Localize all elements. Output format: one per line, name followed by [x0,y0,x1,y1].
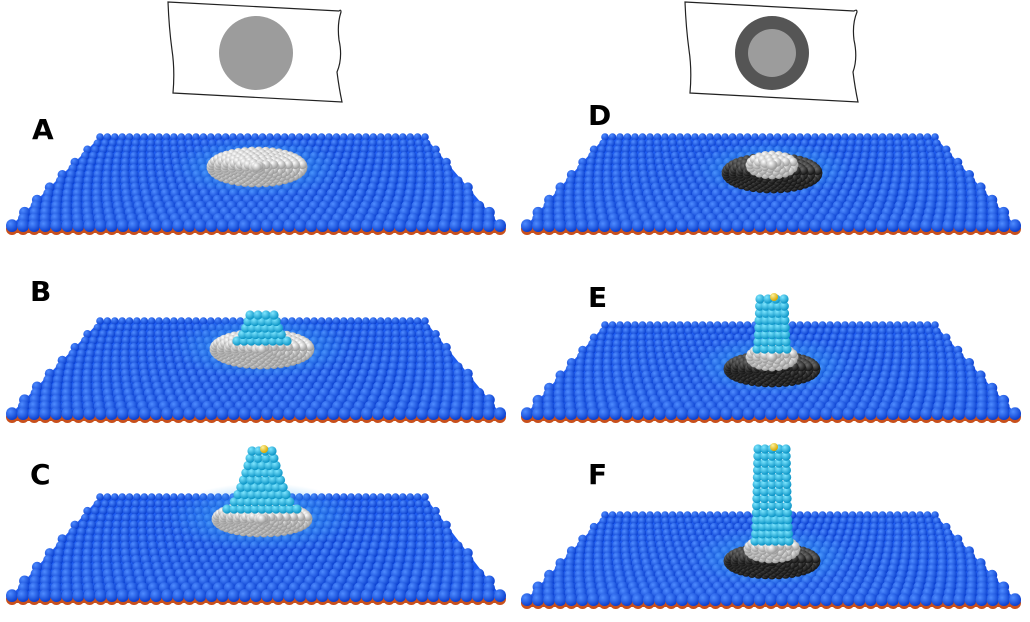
membrane-panel-a [6,133,506,235]
bud-tip [260,445,268,453]
protein-patch [721,150,823,194]
protein-patch [723,342,821,388]
schematic-uniform-disc [167,1,343,103]
membrane-bud [750,443,794,546]
protein-patch [206,146,308,188]
panel-label-a: A [32,113,54,146]
membrane-panel-f [521,443,1021,609]
membrane-bud [222,445,302,514]
panel-label-b: B [30,275,52,308]
panel-label-c: C [30,458,51,491]
membrane-panel-c [6,445,506,605]
membrane-bud [232,310,292,346]
uniform-gray-disc [219,16,293,90]
membrane-panel-e [521,293,1021,423]
membrane-panel-b [6,310,506,423]
panel-label-d: D [588,99,612,132]
panel-label-f: F [588,458,608,491]
membrane-panel-d [521,133,1021,235]
membrane-beads [521,511,1021,609]
membrane-bud [752,293,792,354]
light-core [748,29,796,77]
bud-tip [770,443,778,451]
schematic-ring-disc [684,1,859,103]
bud-tip [770,293,778,301]
panel-label-e: E [588,281,608,314]
